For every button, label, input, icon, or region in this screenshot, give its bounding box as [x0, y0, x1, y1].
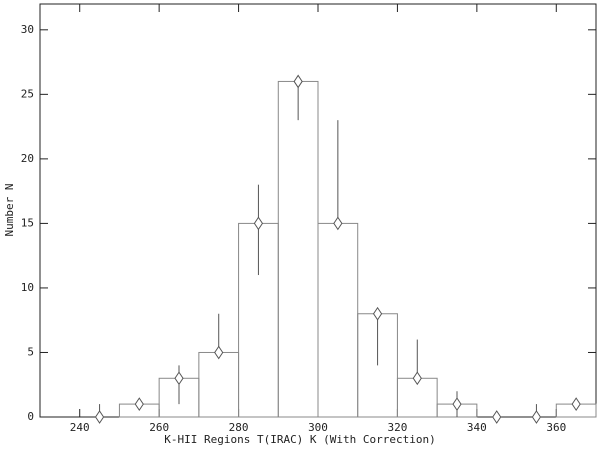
x-tick-label: 340: [467, 421, 487, 434]
diamond-marker: [293, 74, 303, 89]
histogram-bar: [277, 80, 319, 418]
diamond-marker: [372, 306, 383, 321]
x-tick-label: 280: [229, 421, 249, 434]
diamond-marker: [333, 216, 343, 231]
diamond-marker: [253, 216, 264, 231]
y-tick-label: 20: [21, 152, 34, 165]
y-tick-label: 0: [27, 410, 34, 423]
x-axis-label: K-HII Regions T(IRAC) K (With Correction…: [164, 433, 436, 446]
histogram-bar: [198, 351, 240, 418]
diamond-marker: [412, 371, 422, 386]
diamond-marker: [134, 397, 144, 411]
x-tick-label: 260: [149, 421, 169, 434]
x-tick-label: 320: [387, 421, 407, 434]
diamond-marker: [452, 397, 462, 411]
y-tick-label: 25: [21, 87, 34, 100]
diamond-marker: [531, 410, 542, 424]
y-tick-label: 15: [21, 216, 34, 229]
x-tick-label: 240: [70, 421, 90, 434]
y-tick-label: 30: [21, 23, 34, 36]
y-tick-label: 5: [27, 345, 34, 358]
diamond-marker: [174, 371, 184, 386]
y-tick-label: 10: [21, 281, 34, 294]
diamond-marker: [214, 345, 224, 360]
diamond-marker: [571, 397, 581, 411]
x-tick-label: 300: [308, 421, 328, 434]
histogram-bar: [317, 222, 359, 418]
x-tick-label: 360: [546, 421, 566, 434]
diamond-marker: [492, 410, 502, 424]
diamond-marker: [94, 410, 105, 424]
y-axis-label: Number N: [3, 184, 16, 237]
